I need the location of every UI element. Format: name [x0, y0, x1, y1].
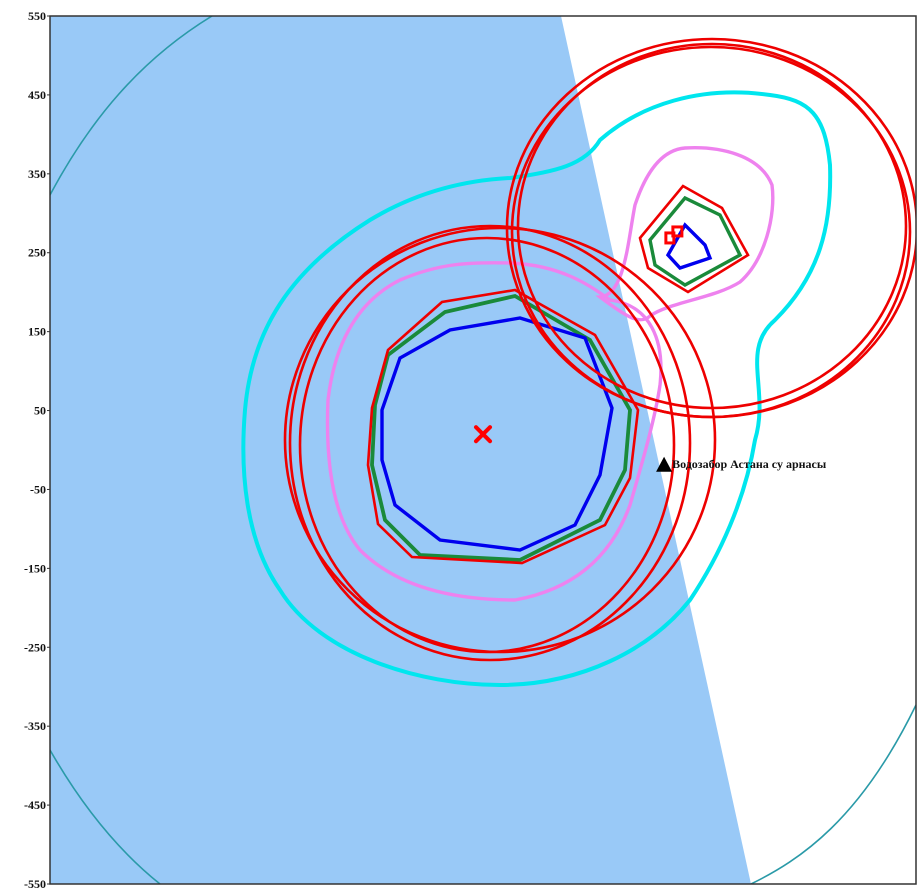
- shaded-zone: [50, 16, 751, 884]
- water-intake-label: Водозабор Астана су арнасы: [672, 457, 827, 471]
- source-marker-icon: [474, 425, 492, 444]
- cyan-isoline: [241, 90, 833, 688]
- y-tick-label: -550: [24, 877, 46, 891]
- y-tick-label: 250: [28, 246, 46, 260]
- y-axis: 550 450 350 250 150 50 -50 -150 -250 -350 -450 -550: [24, 9, 50, 891]
- triangle-marker-icon: [656, 456, 673, 472]
- y-tick-label: -50: [30, 482, 46, 496]
- green-isoline-main: [370, 293, 632, 562]
- red-circle-3: [283, 226, 717, 654]
- red-circle-6: [516, 42, 908, 410]
- outer-isoline: [50, 16, 916, 884]
- y-tick-label: 550: [28, 9, 46, 23]
- red-contour-main-inner: [366, 288, 640, 565]
- y-tick-label: 50: [34, 404, 46, 418]
- secondary-source-square: [664, 231, 676, 245]
- violet-isoline-main: [325, 261, 663, 602]
- y-tick-label: 150: [28, 325, 46, 339]
- red-circle-5: [505, 37, 916, 419]
- secondary-source-square: [671, 225, 684, 238]
- red-circle-2: [288, 224, 692, 662]
- y-tick-label: 350: [28, 167, 46, 181]
- y-tick-label: -250: [24, 640, 46, 654]
- red-contour-secondary-inner: [638, 184, 750, 294]
- y-tick-label: 450: [28, 88, 46, 102]
- secondary-source-icon: [664, 225, 684, 245]
- y-tick-label: -450: [24, 798, 46, 812]
- blue-isoline-main: [380, 316, 614, 552]
- source-cross-stroke: [474, 425, 492, 444]
- map-area: [50, 16, 916, 884]
- y-tick-label: -150: [24, 561, 46, 575]
- y-tick-label: -350: [24, 719, 46, 733]
- green-isoline-secondary: [648, 195, 743, 287]
- plot-frame: [49, 15, 917, 885]
- red-zone-contours: [283, 37, 916, 662]
- violet-isoline-secondary: [595, 146, 775, 322]
- water-intake-point: Водозабор Астана су арнасы: [656, 456, 827, 472]
